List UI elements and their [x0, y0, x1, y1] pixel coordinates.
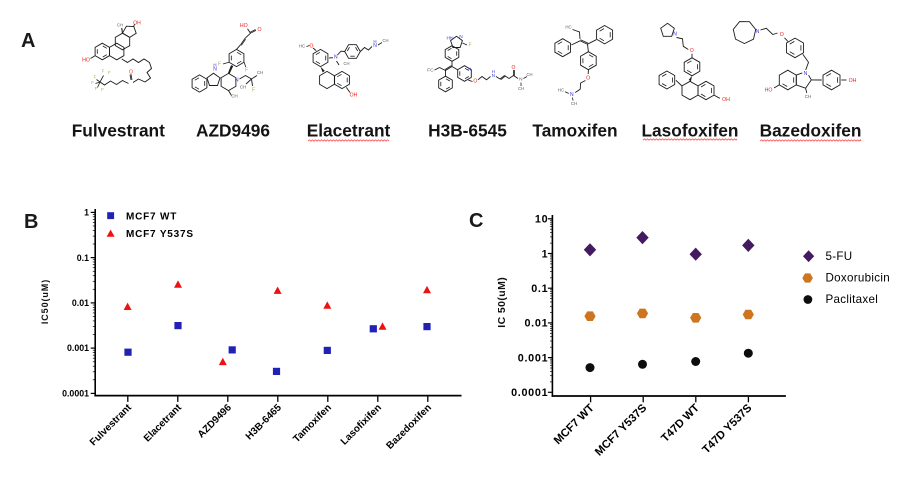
svg-text:Tamoxifen: Tamoxifen [532, 121, 617, 141]
svg-text:N: N [373, 43, 377, 49]
svg-text:CH: CH [382, 38, 388, 43]
svg-text:CH: CH [526, 72, 532, 77]
svg-text:0.0001: 0.0001 [511, 387, 548, 399]
svg-text:OH: OH [722, 97, 730, 103]
svg-text:0.01: 0.01 [524, 318, 548, 330]
svg-text:F: F [108, 70, 111, 75]
svg-text:CH: CH [805, 94, 812, 99]
svg-text:Elacetrant: Elacetrant [307, 121, 391, 141]
svg-text:N: N [459, 34, 463, 40]
svg-text:HO: HO [240, 23, 248, 29]
svg-text:F: F [91, 80, 94, 85]
svg-text:IC 50(uM): IC 50(uM) [496, 277, 508, 328]
svg-text:0.0001: 0.0001 [62, 389, 89, 399]
svg-text:HC: HC [558, 88, 564, 93]
svg-text:O: O [473, 78, 477, 84]
svg-text:O: O [586, 76, 590, 82]
svg-text:1: 1 [542, 248, 549, 260]
svg-text:CH: CH [571, 101, 577, 106]
svg-text:N: N [235, 78, 239, 84]
svg-text:H3B-6545: H3B-6545 [428, 121, 507, 141]
svg-text:F: F [94, 75, 97, 80]
svg-text:N: N [468, 67, 472, 73]
svg-text:0.01: 0.01 [72, 298, 89, 308]
svg-text:HO: HO [82, 58, 90, 64]
svg-text:HN: HN [447, 36, 454, 42]
svg-text:IC50(uM): IC50(uM) [40, 279, 50, 324]
svg-text:CH: CH [343, 61, 349, 66]
svg-text:N: N [804, 71, 808, 77]
svg-text:F: F [95, 86, 98, 91]
svg-text:Lasofoxifen: Lasofoxifen [642, 121, 739, 141]
svg-text:B: B [24, 211, 38, 233]
svg-text:CH: CH [257, 70, 263, 75]
svg-text:HO: HO [765, 88, 773, 94]
svg-text:AZD9496: AZD9496 [196, 121, 270, 141]
svg-text:0.1: 0.1 [531, 283, 548, 295]
svg-text:OH: OH [849, 78, 857, 84]
svg-text:HC: HC [299, 44, 305, 49]
svg-text:MCF7 Y537S: MCF7 Y537S [126, 229, 194, 240]
svg-text:N: N [673, 32, 677, 38]
svg-text:O: O [512, 65, 516, 71]
svg-text:N: N [570, 92, 574, 98]
svg-text:H: H [213, 63, 216, 68]
svg-text:A: A [21, 30, 35, 52]
svg-text:N: N [213, 67, 217, 73]
svg-text:OH: OH [350, 93, 358, 99]
svg-text:F: F [218, 62, 221, 68]
svg-text:F: F [101, 87, 104, 92]
svg-text:O: O [690, 48, 694, 54]
svg-text:CH: CH [518, 86, 524, 91]
svg-text:F: F [252, 88, 255, 94]
svg-text:0.1: 0.1 [77, 253, 89, 263]
svg-text:C: C [469, 210, 483, 232]
svg-text:N: N [756, 29, 760, 35]
svg-text:O: O [780, 32, 784, 38]
svg-text:MCF7 WT: MCF7 WT [126, 211, 177, 222]
svg-text:5-FU: 5-FU [826, 250, 853, 263]
svg-text:FC: FC [427, 68, 434, 74]
svg-text:F: F [468, 43, 471, 49]
svg-text:O: O [310, 44, 314, 50]
svg-text:F: F [245, 68, 248, 74]
svg-text:Doxorubicin: Doxorubicin [826, 272, 891, 285]
svg-text:CH: CH [240, 85, 246, 90]
svg-text:N: N [492, 73, 496, 79]
svg-text:1: 1 [84, 208, 89, 218]
svg-text:O: O [257, 27, 261, 33]
svg-text:0.001: 0.001 [518, 352, 549, 364]
svg-text:CH: CH [117, 23, 123, 28]
svg-text:Paclitaxel: Paclitaxel [826, 293, 879, 306]
svg-text:HC: HC [565, 25, 571, 30]
svg-text:N: N [519, 76, 523, 82]
svg-text:H: H [492, 69, 495, 74]
svg-text:10: 10 [535, 214, 548, 226]
svg-text:0.001: 0.001 [67, 343, 89, 353]
svg-text:H: H [373, 39, 376, 44]
svg-text:F: F [102, 69, 105, 74]
svg-text:CH: CH [231, 94, 237, 99]
svg-text:Fulvestrant: Fulvestrant [72, 121, 165, 141]
svg-text:OH: OH [133, 21, 141, 27]
svg-text:O: O [129, 70, 133, 76]
svg-text:Bazedoxifen: Bazedoxifen [760, 121, 862, 141]
svg-text:N: N [334, 55, 338, 61]
